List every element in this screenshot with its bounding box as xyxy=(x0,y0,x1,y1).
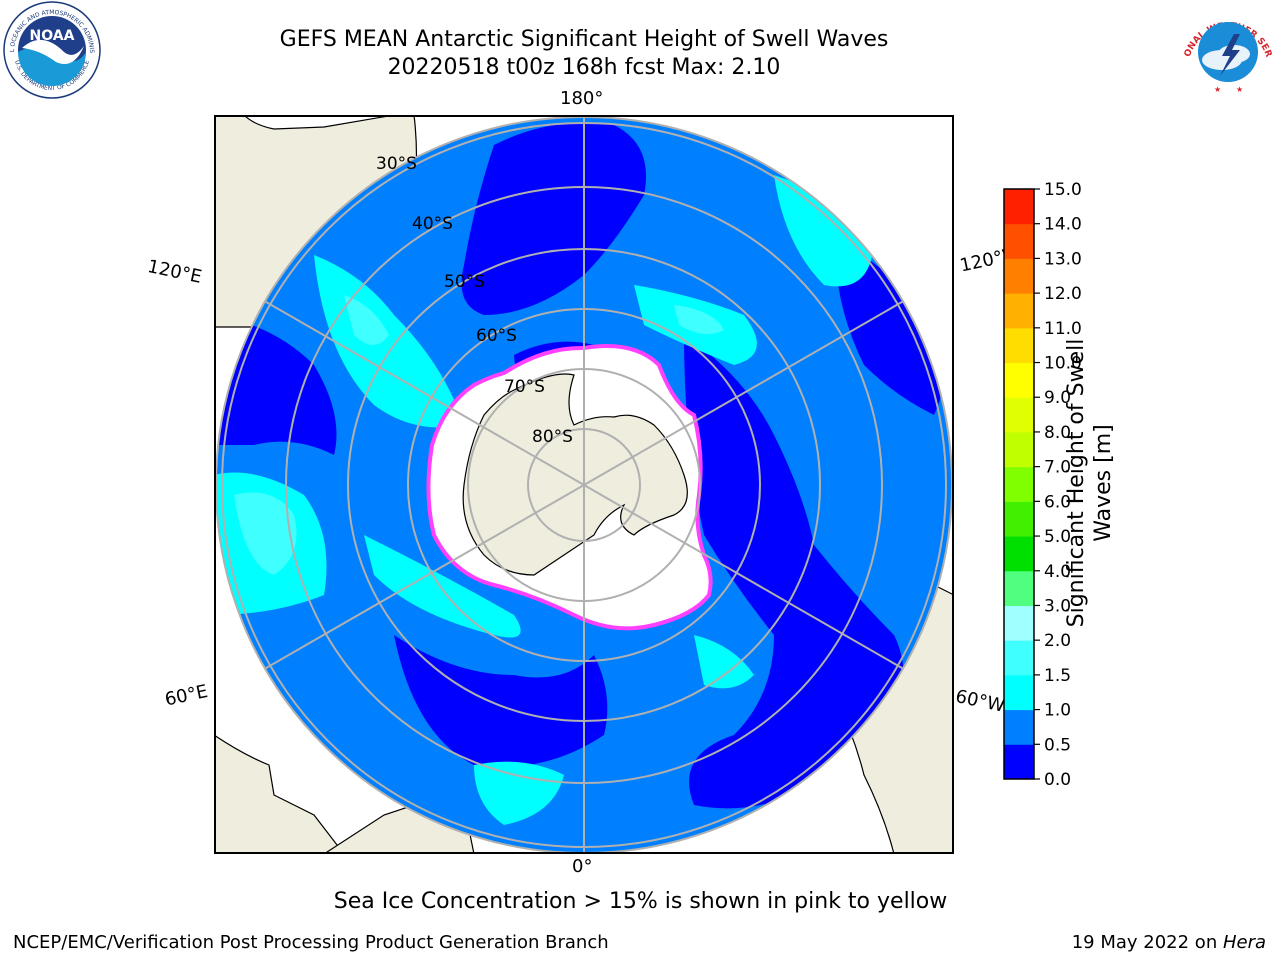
lat-label: 30°S xyxy=(376,154,417,174)
noaa-logo: NATIONAL OCEANIC AND ATMOSPHERIC ADMINIS… xyxy=(0,0,101,99)
lat-label: 50°S xyxy=(444,272,485,292)
colorbar-swatch xyxy=(1004,570,1034,606)
colorbar-tick-label: 14.0 xyxy=(1044,215,1082,235)
colorbar-tick-label: 12.0 xyxy=(1044,284,1082,304)
colorbar-label-line1: Significant Height of Swell xyxy=(1064,338,1089,628)
lat-label: 80°S xyxy=(532,427,573,447)
colorbar-swatch xyxy=(1004,327,1034,364)
nws-logo: NATIONAL WEATHER SERVICE ★ ★ xyxy=(1176,0,1276,98)
colorbar-swatch xyxy=(1004,431,1034,468)
footer-date-text: 19 May 2022 on xyxy=(1071,932,1223,953)
colorbar-tick-label: 13.0 xyxy=(1044,249,1082,269)
colorbar: 0.0 0.5 1.0 1.5 2.0 3.0 4.0 5.0 6.0 7.0 8.0 9.0 10.0… xyxy=(1003,180,1082,790)
colorbar-tick-label: 3.0 xyxy=(1044,596,1071,616)
svg-text:★: ★ xyxy=(1214,85,1221,94)
map-frame: 30°S 40°S 50°S 60°S 70°S 80°S xyxy=(214,115,954,854)
colorbar-tick-label: 8.0 xyxy=(1044,423,1071,443)
colorbar-label-line2: Waves [m] xyxy=(1091,424,1116,542)
lon-label-0: 0° xyxy=(572,856,593,877)
colorbar-swatch xyxy=(1004,674,1034,711)
colorbar-tick-label: 10.0 xyxy=(1044,354,1082,374)
lat-label: 70°S xyxy=(504,377,545,397)
colorbar-swatch xyxy=(1004,466,1034,502)
colorbar-tick-label: 15.0 xyxy=(1044,180,1082,200)
colorbar-tick-label: 9.0 xyxy=(1044,388,1071,408)
colorbar-swatch xyxy=(1004,223,1034,259)
colorbar-frame xyxy=(1003,188,1035,780)
colorbar-swatch xyxy=(1004,640,1034,676)
latitude-labels: 30°S 40°S 50°S 60°S 70°S 80°S xyxy=(376,154,573,447)
map-title: GEFS MEAN Antarctic Significant Height o… xyxy=(279,27,889,52)
colorbar-tick-label: 2.0 xyxy=(1044,631,1071,651)
noaa-logo-text: NOAA xyxy=(30,28,75,44)
swell-bin-3-regions xyxy=(234,295,724,575)
colorbar-swatch xyxy=(1004,189,1034,225)
colorbar-tick-label: 0.5 xyxy=(1044,735,1071,755)
colorbar-swatch xyxy=(1004,744,1034,780)
map-border xyxy=(214,115,954,854)
svg-text:★: ★ xyxy=(1236,85,1243,94)
footer-host: Hera xyxy=(1222,932,1266,953)
colorbar-swatch xyxy=(1004,536,1034,572)
colorbar-tick-label: 11.0 xyxy=(1044,319,1082,339)
colorbar-swatch xyxy=(1004,397,1034,433)
lon-label-60e: 60°E xyxy=(163,681,210,711)
colorbar-swatch xyxy=(1004,501,1034,537)
colorbar-swatch xyxy=(1004,362,1034,398)
footer-credit: NCEP/EMC/Verification Post Processing Pr… xyxy=(13,932,609,953)
lon-label-120e: 120°E xyxy=(145,256,204,288)
map-subtitle: 20220518 t00z 168h fcst Max: 2.10 xyxy=(387,55,781,80)
colorbar-swatch xyxy=(1004,293,1034,329)
colorbar-tick-label: 6.0 xyxy=(1044,492,1071,512)
colorbar-label: Significant Height of Swell Waves [m] xyxy=(1063,303,1117,663)
colorbar-swatch xyxy=(1004,258,1034,294)
colorbar-swatch xyxy=(1004,709,1034,745)
sea-ice-note: Sea Ice Concentration > 15% is shown in … xyxy=(333,889,948,914)
lon-label-180: 180° xyxy=(560,88,604,109)
lat-label: 40°S xyxy=(412,214,453,234)
footer-date: 19 May 2022 on Hera xyxy=(1072,932,1266,953)
colorbar-tick-label: 4.0 xyxy=(1044,562,1071,582)
colorbar-tick-label: 5.0 xyxy=(1044,527,1071,547)
longitude-lines xyxy=(216,117,952,853)
colorbar-tick-label: 0.0 xyxy=(1044,770,1071,790)
colorbar-swatch xyxy=(1004,605,1034,641)
colorbar-tick-label: 7.0 xyxy=(1044,458,1071,478)
lat-label: 60°S xyxy=(476,326,517,346)
colorbar-tick-label: 1.5 xyxy=(1044,666,1071,686)
colorbar-tick-label: 1.0 xyxy=(1044,701,1071,721)
